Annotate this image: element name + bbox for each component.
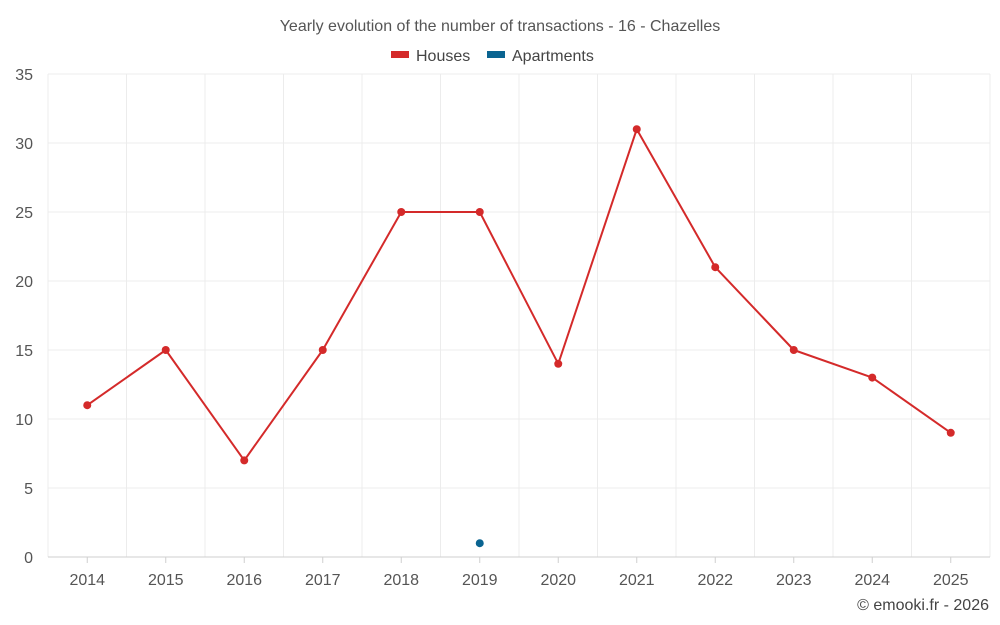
data-point-houses[interactable] <box>868 373 877 382</box>
x-tick-label: 2016 <box>226 572 262 589</box>
series <box>83 125 955 548</box>
x-tick-label: 2022 <box>697 572 733 589</box>
data-point-houses[interactable] <box>240 456 249 465</box>
data-point-houses[interactable] <box>83 401 92 410</box>
legend-label-apartments: Apartments <box>512 48 594 65</box>
x-tick-label: 2023 <box>776 572 812 589</box>
data-point-apartments[interactable] <box>475 539 484 548</box>
y-tick-label: 35 <box>15 67 33 84</box>
legend-item-apartments[interactable]: Apartments <box>487 48 594 65</box>
y-tick-label: 15 <box>15 343 33 360</box>
data-point-houses[interactable] <box>946 428 955 437</box>
x-tick-label: 2018 <box>383 572 419 589</box>
legend-swatch-apartments <box>487 51 505 58</box>
x-tick-label: 2024 <box>854 572 890 589</box>
data-point-houses[interactable] <box>318 346 327 354</box>
y-tick-label: 25 <box>15 205 33 222</box>
data-point-houses[interactable] <box>554 359 563 368</box>
legend-item-houses[interactable]: Houses <box>391 48 470 65</box>
data-point-houses[interactable] <box>475 208 484 216</box>
x-tick-label: 2025 <box>933 572 969 589</box>
x-tick-label: 2020 <box>540 572 576 589</box>
data-point-houses[interactable] <box>632 125 641 134</box>
series-line-houses <box>86 128 952 462</box>
y-tick-label: 30 <box>15 136 33 153</box>
x-tick-label: 2017 <box>305 572 341 589</box>
legend: Houses Apartments <box>391 48 594 65</box>
x-tick-label: 2019 <box>462 572 498 589</box>
y-tick-label: 5 <box>24 481 33 498</box>
legend-label-houses: Houses <box>416 48 470 65</box>
x-tick-label: 2014 <box>69 572 105 589</box>
x-tick-label: 2021 <box>619 572 655 589</box>
data-point-houses[interactable] <box>789 346 798 354</box>
y-tick-label: 20 <box>15 274 33 291</box>
grid <box>47 73 991 557</box>
credit-text: © emooki.fr - 2026 <box>857 597 989 614</box>
chart-title: Yearly evolution of the number of transa… <box>280 18 721 35</box>
legend-swatch-houses <box>391 51 409 58</box>
data-point-houses[interactable] <box>711 263 720 272</box>
data-point-houses[interactable] <box>161 346 170 354</box>
x-tick-label: 2015 <box>148 572 184 589</box>
y-tick-label: 0 <box>24 550 33 567</box>
y-tick-label: 10 <box>15 412 33 429</box>
data-point-houses[interactable] <box>397 208 406 216</box>
